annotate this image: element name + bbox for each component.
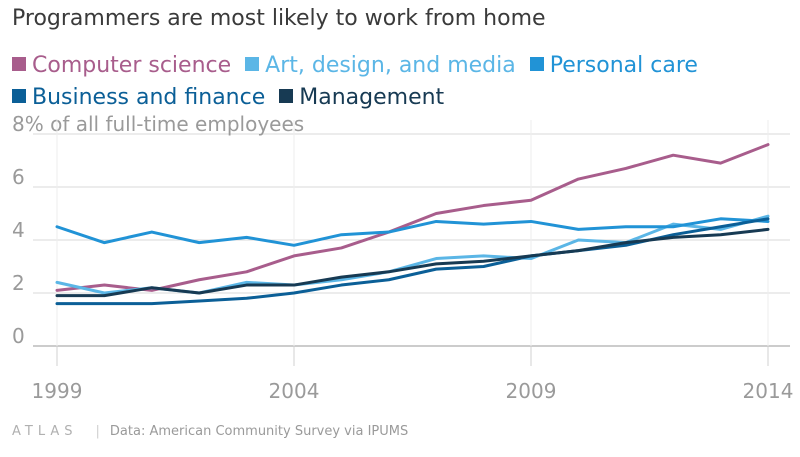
x-tick-label: 1999: [32, 379, 83, 403]
legend-item: Art, design, and media: [245, 52, 516, 80]
chart-title: Programmers are most likely to work from…: [12, 6, 546, 31]
legend-item: Computer science: [12, 52, 231, 80]
legend-label: Art, design, and media: [265, 53, 516, 78]
x-tick-label: 2014: [743, 379, 794, 403]
y-tick-label: 0: [12, 324, 25, 348]
series-line: [55, 217, 770, 306]
legend-label: Computer science: [32, 53, 232, 78]
legend-item: Management: [279, 84, 444, 112]
legend-item: Business and finance: [12, 84, 265, 112]
x-tick-label: 2004: [269, 379, 320, 403]
legend-swatch: [245, 57, 260, 71]
series-line: [55, 227, 770, 298]
chart-legend: Computer science Art, design, and media Pe…: [12, 52, 772, 116]
atlas-logo: ATLAS: [12, 424, 78, 439]
series-line: [55, 217, 770, 247]
legend-item: Personal care: [529, 52, 698, 80]
x-tick-label: 2009: [506, 379, 557, 403]
series-line: [55, 143, 770, 292]
legend-swatch: [529, 57, 544, 71]
line-chart: 0 2 4 6 8% of all full-time employees 1999 200…: [12, 112, 794, 403]
chart-footer: ATLAS | Data: American Community Survey vi…: [12, 424, 408, 439]
legend-label: Management: [299, 85, 445, 110]
footer-separator: |: [95, 424, 100, 439]
y-tick-label: 2: [12, 271, 25, 295]
y-tick-label: 8% of all full-time employees: [12, 112, 304, 136]
legend-swatch: [12, 57, 26, 71]
y-tick-label: 6: [12, 165, 25, 189]
y-tick-label: 4: [12, 218, 25, 242]
legend-label: Business and finance: [32, 85, 266, 110]
legend-swatch: [279, 89, 294, 103]
legend-label: Personal care: [549, 53, 698, 78]
legend-swatch: [12, 89, 26, 103]
source-note: Data: American Community Survey via IPUM…: [109, 424, 409, 439]
